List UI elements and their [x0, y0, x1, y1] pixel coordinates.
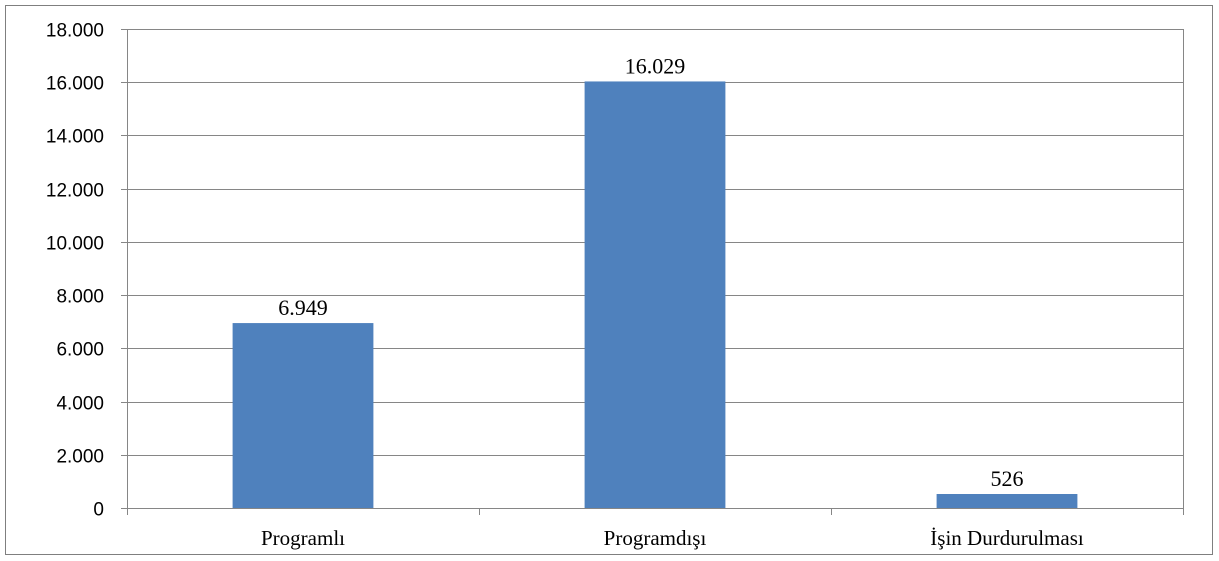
y-tick-label: 16.000: [46, 74, 104, 95]
data-label: 526: [991, 466, 1024, 491]
y-tick-label: 8.000: [56, 287, 104, 308]
x-category-label: İşin Durdurulması: [930, 526, 1084, 550]
y-tick-label: 0: [93, 500, 104, 521]
y-tick-label: 6.000: [56, 340, 104, 361]
y-tick-label: 10.000: [46, 234, 104, 255]
y-tick-label: 4.000: [56, 394, 104, 415]
y-tick-label: 2.000: [56, 447, 104, 468]
bar: [232, 323, 374, 508]
data-label: 6.949: [278, 295, 328, 320]
data-label: 16.029: [625, 53, 686, 78]
x-category-label: Programlı: [261, 526, 345, 550]
y-tick-label: 14.000: [46, 127, 104, 148]
x-category-label: Programdışı: [604, 526, 707, 550]
y-tick-label: 12.000: [46, 181, 104, 202]
y-tick-label: 18.000: [46, 21, 104, 42]
bar: [936, 494, 1078, 508]
bar: [584, 81, 726, 508]
